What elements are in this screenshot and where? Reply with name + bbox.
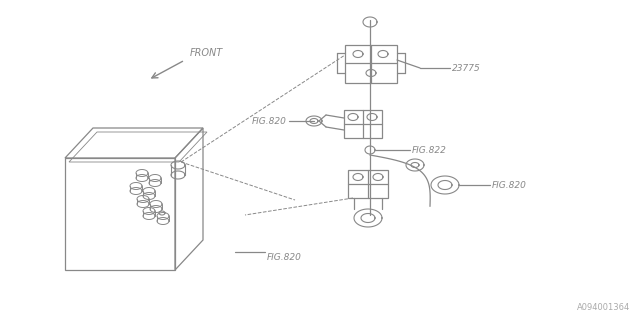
Text: FIG.820: FIG.820	[252, 116, 287, 125]
Text: FIG.820: FIG.820	[492, 180, 527, 189]
Text: FIG.822: FIG.822	[412, 146, 447, 155]
Text: 23775: 23775	[452, 63, 481, 73]
Text: FIG.820: FIG.820	[267, 253, 302, 262]
Text: FRONT: FRONT	[190, 48, 223, 58]
Text: A094001364: A094001364	[577, 303, 630, 312]
